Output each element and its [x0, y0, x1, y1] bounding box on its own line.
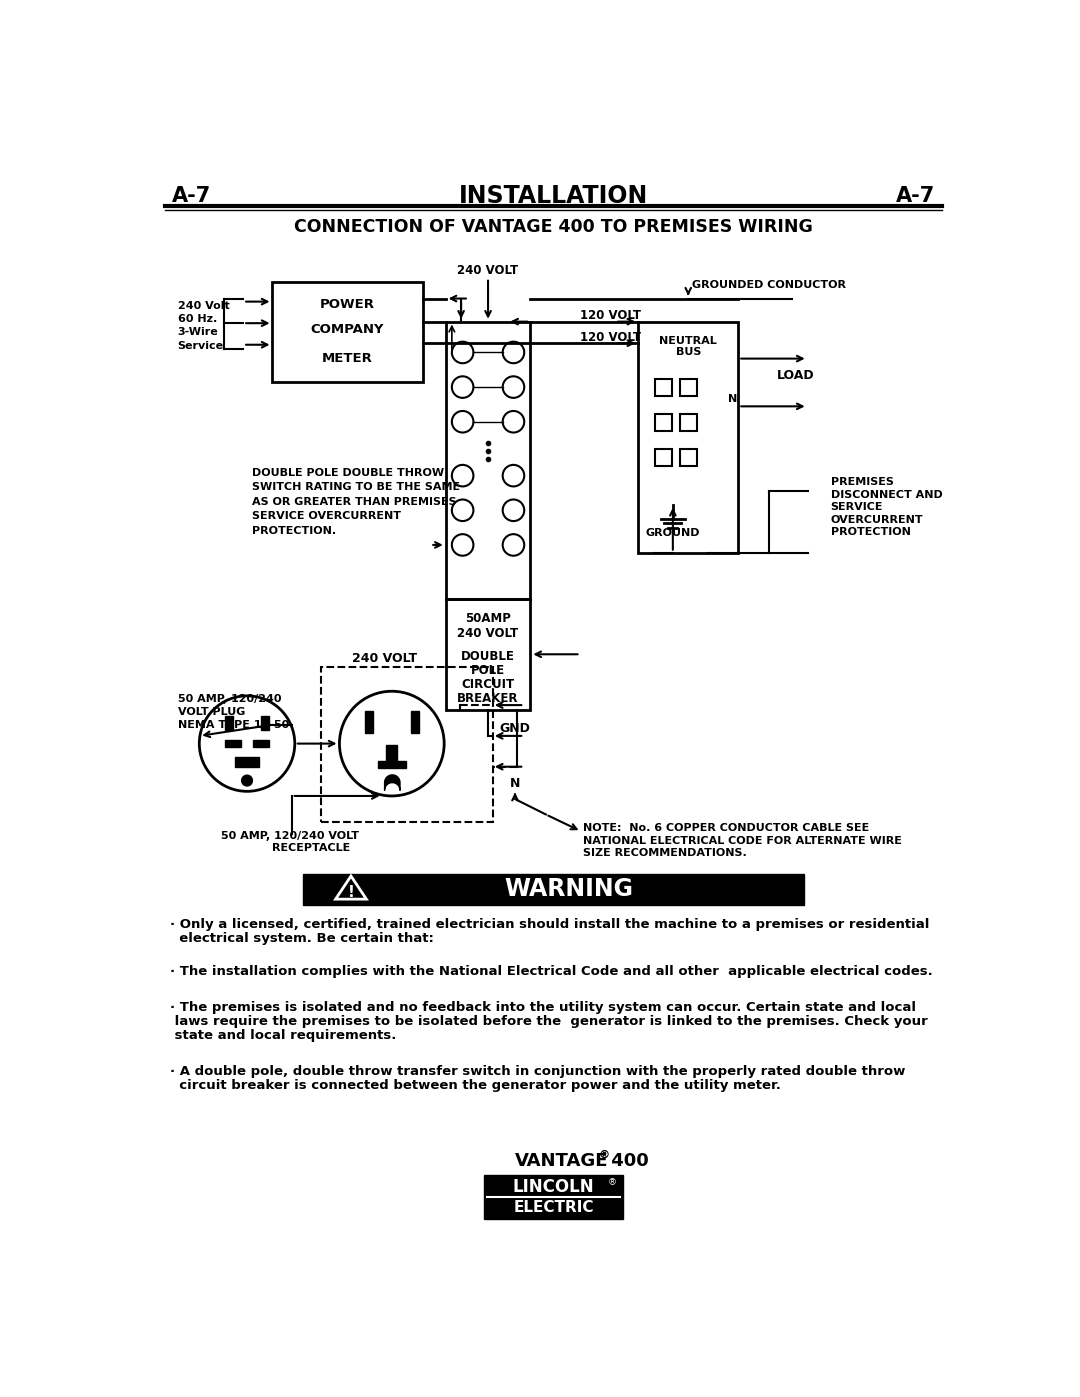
Text: DOUBLE POLE DOUBLE THROW
SWITCH RATING TO BE THE SAME
AS OR GREATER THAN PREMISE: DOUBLE POLE DOUBLE THROW SWITCH RATING T… [252, 468, 460, 535]
Text: N: N [728, 394, 737, 404]
Bar [484, 1175, 623, 1220]
Text: !: ! [348, 884, 354, 900]
Text: GROUND: GROUND [646, 528, 700, 538]
Text: 400: 400 [605, 1153, 649, 1169]
Text: LOAD: LOAD [777, 369, 814, 381]
Text: CIRCUIT: CIRCUIT [461, 678, 514, 690]
Bar [679, 414, 697, 432]
Text: POWER: POWER [320, 298, 375, 312]
Text: 240 VOLT: 240 VOLT [458, 627, 518, 640]
Text: VANTAGE: VANTAGE [515, 1153, 608, 1169]
Bar [679, 448, 697, 465]
Text: NEMA TYPE 14-50: NEMA TYPE 14-50 [178, 719, 289, 731]
Bar [272, 282, 422, 381]
Text: PREMISES: PREMISES [831, 476, 893, 486]
Text: electrical system. Be certain that:: electrical system. Be certain that: [170, 932, 434, 946]
Bar [446, 599, 530, 711]
Bar [226, 740, 241, 746]
Text: GND: GND [500, 722, 530, 735]
Bar [446, 321, 530, 599]
Text: · The installation complies with the National Electrical Code and all other  app: · The installation complies with the Nat… [170, 964, 933, 978]
Text: NEUTRAL: NEUTRAL [660, 335, 717, 346]
Text: 120 VOLT: 120 VOLT [580, 309, 642, 321]
Text: GROUNDED CONDUCTOR: GROUNDED CONDUCTOR [692, 279, 846, 289]
Text: OVERCURRENT: OVERCURRENT [831, 514, 923, 524]
Bar [656, 414, 672, 432]
Text: POLE: POLE [471, 664, 505, 678]
Text: A-7: A-7 [895, 186, 934, 207]
Text: · Only a licensed, certified, trained electrician should install the machine to : · Only a licensed, certified, trained el… [170, 918, 930, 932]
Circle shape [242, 775, 253, 787]
Bar [679, 380, 697, 397]
Bar [303, 873, 804, 904]
Text: COMPANY: COMPANY [311, 323, 384, 335]
Text: SERVICE: SERVICE [831, 502, 883, 513]
Bar [321, 666, 494, 823]
Text: LINCOLN: LINCOLN [513, 1178, 594, 1196]
Text: DOUBLE: DOUBLE [461, 650, 515, 664]
Text: 50 AMP, 120/240 VOLT: 50 AMP, 120/240 VOLT [220, 831, 359, 841]
Text: NATIONAL ELECTRICAL CODE FOR ALTERNATE WIRE: NATIONAL ELECTRICAL CODE FOR ALTERNATE W… [583, 835, 902, 845]
Text: state and local requirements.: state and local requirements. [170, 1028, 396, 1042]
Text: 60 Hz.: 60 Hz. [178, 314, 217, 324]
Text: WARNING: WARNING [504, 877, 633, 901]
Bar [234, 757, 259, 767]
Text: 240 Volt: 240 Volt [178, 302, 229, 312]
Text: 3-Wire: 3-Wire [178, 327, 218, 338]
Text: circuit breaker is connected between the generator power and the utility meter.: circuit breaker is connected between the… [170, 1078, 781, 1091]
Text: BUS: BUS [676, 348, 701, 358]
Text: · A double pole, double throw transfer switch in conjunction with the properly r: · A double pole, double throw transfer s… [170, 1065, 905, 1077]
Text: 50AMP: 50AMP [465, 612, 511, 624]
Text: A-7: A-7 [173, 186, 212, 207]
Text: · The premises is isolated and no feedback into the utility system can occur. Ce: · The premises is isolated and no feedba… [170, 1000, 916, 1014]
Text: INSTALLATION: INSTALLATION [459, 184, 648, 208]
Text: PROTECTION: PROTECTION [831, 527, 910, 536]
Bar [387, 745, 397, 760]
Bar [656, 448, 672, 465]
Text: 50 AMP, 120/240: 50 AMP, 120/240 [178, 694, 281, 704]
Bar [261, 715, 269, 729]
Text: 240 VOLT: 240 VOLT [351, 652, 417, 665]
Bar [253, 740, 269, 746]
Text: CONNECTION OF VANTAGE 400 TO PREMISES WIRING: CONNECTION OF VANTAGE 400 TO PREMISES WI… [294, 218, 813, 236]
Bar [638, 321, 739, 553]
Text: SIZE RECOMMENDATIONS.: SIZE RECOMMENDATIONS. [583, 848, 746, 858]
Text: METER: METER [322, 352, 373, 365]
Bar [226, 715, 233, 729]
Circle shape [202, 698, 292, 788]
Bar [411, 711, 419, 733]
Bar [378, 760, 406, 768]
Bar [656, 380, 672, 397]
Text: BREAKER: BREAKER [457, 692, 518, 704]
Text: 120 VOLT: 120 VOLT [580, 331, 642, 344]
Bar [365, 711, 373, 733]
Text: ®: ® [598, 1150, 609, 1160]
Text: VOLT PLUG: VOLT PLUG [178, 707, 245, 717]
Circle shape [342, 694, 441, 793]
Text: N: N [510, 777, 521, 791]
Text: ELECTRIC: ELECTRIC [513, 1200, 594, 1215]
Text: Service: Service [178, 341, 224, 351]
Text: DISCONNECT AND: DISCONNECT AND [831, 490, 943, 500]
Text: NOTE:  No. 6 COPPER CONDUCTOR CABLE SEE: NOTE: No. 6 COPPER CONDUCTOR CABLE SEE [583, 823, 869, 833]
Text: laws require the premises to be isolated before the  generator is linked to the : laws require the premises to be isolated… [170, 1014, 928, 1028]
Text: RECEPTACLE: RECEPTACLE [272, 844, 351, 854]
Text: 240 VOLT: 240 VOLT [458, 264, 518, 277]
Text: ®: ® [608, 1178, 617, 1187]
